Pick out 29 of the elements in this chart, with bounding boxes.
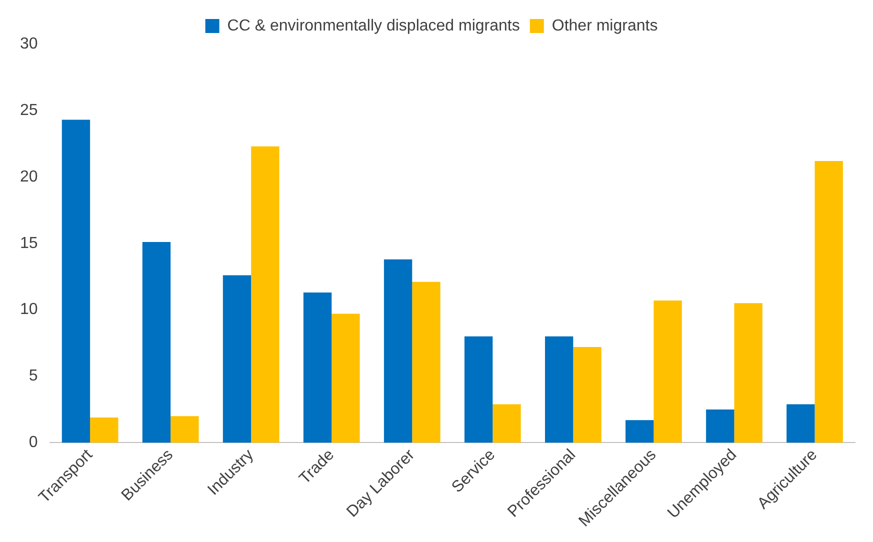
bar [734, 303, 762, 443]
y-tick-label: 30 [20, 35, 38, 52]
bar [464, 336, 493, 443]
bar [62, 120, 90, 443]
legend-label: CC & environmentally displaced migrants [227, 17, 520, 34]
bar [492, 404, 521, 443]
bar [814, 160, 843, 443]
y-tick-label: 10 [20, 301, 38, 318]
bar [170, 416, 199, 443]
bar [412, 282, 440, 443]
bar [544, 336, 574, 443]
bar [222, 275, 252, 443]
bar [573, 347, 602, 443]
y-tick-label: 25 [20, 102, 38, 119]
bar [384, 259, 412, 443]
legend-label: Other migrants [552, 17, 658, 34]
bar [626, 420, 654, 443]
bar [706, 410, 734, 443]
bar [654, 300, 682, 443]
bar [786, 404, 815, 443]
bar [142, 242, 171, 443]
bar [332, 314, 360, 443]
y-tick-label: 20 [20, 168, 38, 186]
y-tick-label: 15 [20, 234, 38, 252]
bar [251, 146, 280, 443]
y-tick-label: 0 [28, 434, 38, 452]
y-tick-label: 5 [28, 368, 38, 385]
bar [90, 417, 118, 443]
bar [303, 292, 332, 443]
